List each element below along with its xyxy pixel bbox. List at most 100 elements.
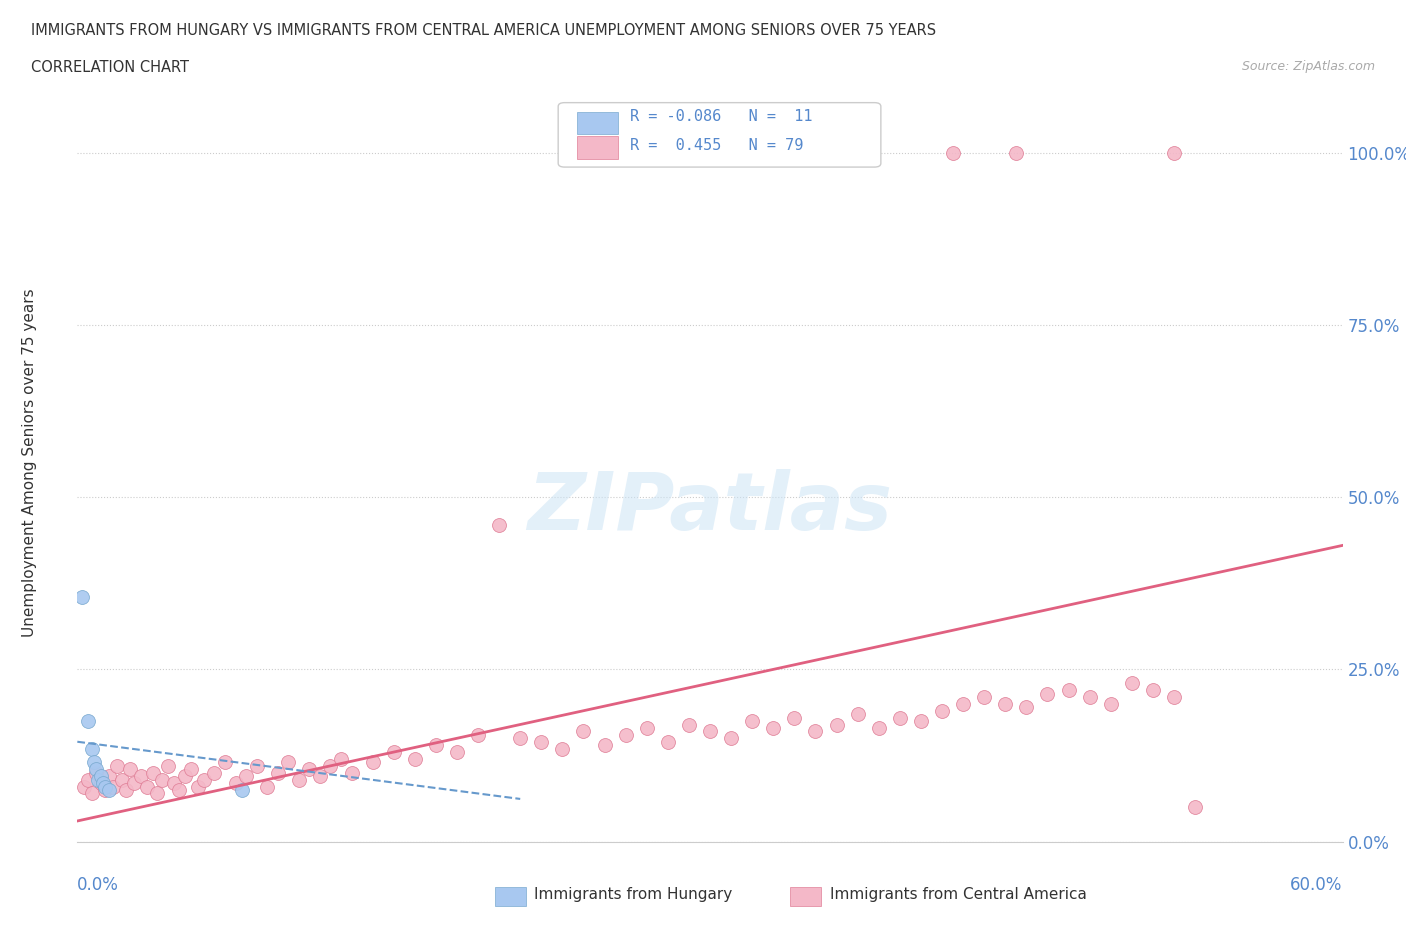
Point bbox=[593, 737, 616, 752]
Text: Unemployment Among Seniors over 75 years: Unemployment Among Seniors over 75 years bbox=[21, 288, 37, 637]
Point bbox=[1078, 689, 1101, 704]
Point bbox=[225, 776, 247, 790]
Point bbox=[86, 765, 108, 780]
Text: 0.0%: 0.0% bbox=[77, 876, 120, 894]
Point bbox=[636, 721, 658, 736]
Text: 60.0%: 60.0% bbox=[1291, 876, 1343, 894]
Point bbox=[82, 786, 104, 801]
Point bbox=[142, 765, 165, 780]
Point bbox=[889, 711, 911, 725]
Point bbox=[657, 735, 679, 750]
Text: R = -0.086   N =  11: R = -0.086 N = 11 bbox=[630, 109, 813, 124]
Point bbox=[82, 741, 104, 756]
Point bbox=[530, 735, 553, 750]
Point bbox=[846, 707, 869, 722]
Point bbox=[762, 721, 785, 736]
Point bbox=[73, 779, 96, 794]
Point bbox=[146, 786, 169, 801]
Point bbox=[87, 772, 110, 787]
Point bbox=[167, 782, 190, 797]
Point bbox=[163, 776, 186, 790]
Point bbox=[93, 779, 115, 794]
Point bbox=[193, 772, 215, 787]
Point bbox=[942, 145, 965, 160]
Point bbox=[382, 745, 405, 760]
Point bbox=[86, 762, 108, 777]
Point bbox=[509, 731, 531, 746]
Point bbox=[288, 772, 311, 787]
Point bbox=[720, 731, 742, 746]
Point bbox=[488, 517, 510, 532]
Point bbox=[404, 751, 426, 766]
Point bbox=[319, 759, 342, 774]
Point bbox=[1099, 697, 1122, 711]
Point bbox=[246, 759, 269, 774]
Point bbox=[446, 745, 468, 760]
Point bbox=[180, 762, 202, 777]
Point bbox=[93, 782, 115, 797]
Point bbox=[98, 782, 120, 797]
Point bbox=[103, 779, 124, 794]
Point bbox=[267, 765, 290, 780]
Point bbox=[204, 765, 226, 780]
Point bbox=[298, 762, 321, 777]
Bar bbox=[578, 136, 617, 159]
Point bbox=[1036, 686, 1059, 701]
Text: Immigrants from Hungary: Immigrants from Hungary bbox=[534, 887, 733, 902]
Point bbox=[98, 769, 120, 784]
Text: Immigrants from Central America: Immigrants from Central America bbox=[830, 887, 1087, 902]
Point bbox=[783, 711, 806, 725]
Point bbox=[107, 759, 129, 774]
Point bbox=[910, 713, 932, 728]
Text: CORRELATION CHART: CORRELATION CHART bbox=[31, 60, 188, 75]
Point bbox=[361, 755, 384, 770]
Point bbox=[1057, 683, 1080, 698]
Point bbox=[90, 776, 111, 790]
Point bbox=[174, 769, 197, 784]
Point bbox=[235, 769, 257, 784]
Point bbox=[340, 765, 363, 780]
Point bbox=[330, 751, 353, 766]
Point bbox=[256, 779, 278, 794]
Point bbox=[231, 782, 253, 797]
Text: Source: ZipAtlas.com: Source: ZipAtlas.com bbox=[1241, 60, 1375, 73]
Point bbox=[614, 727, 637, 742]
Point bbox=[467, 727, 489, 742]
Point bbox=[699, 724, 721, 738]
Point bbox=[572, 724, 595, 738]
Point bbox=[157, 759, 180, 774]
Point bbox=[1015, 700, 1038, 715]
Point bbox=[551, 741, 574, 756]
Point bbox=[277, 755, 299, 770]
Point bbox=[214, 755, 236, 770]
Point bbox=[90, 769, 111, 784]
Text: IMMIGRANTS FROM HUNGARY VS IMMIGRANTS FROM CENTRAL AMERICA UNEMPLOYMENT AMONG SE: IMMIGRANTS FROM HUNGARY VS IMMIGRANTS FR… bbox=[31, 23, 936, 38]
Point bbox=[309, 769, 332, 784]
Point bbox=[825, 717, 848, 732]
Point bbox=[931, 703, 953, 718]
Point bbox=[70, 590, 93, 604]
Point bbox=[115, 782, 138, 797]
Point bbox=[83, 755, 105, 770]
Point bbox=[425, 737, 447, 752]
Point bbox=[136, 779, 159, 794]
Point bbox=[973, 689, 995, 704]
Point bbox=[124, 776, 146, 790]
Point bbox=[678, 717, 700, 732]
Point bbox=[994, 697, 1017, 711]
Point bbox=[868, 721, 890, 736]
Text: ZIPatlas: ZIPatlas bbox=[527, 469, 893, 547]
Point bbox=[1163, 145, 1185, 160]
Point bbox=[952, 697, 974, 711]
Point bbox=[120, 762, 141, 777]
Text: R =  0.455   N = 79: R = 0.455 N = 79 bbox=[630, 138, 804, 153]
FancyBboxPatch shape bbox=[558, 102, 882, 167]
Point bbox=[150, 772, 173, 787]
Point bbox=[1163, 689, 1185, 704]
Point bbox=[1184, 800, 1206, 815]
Point bbox=[741, 713, 763, 728]
Point bbox=[1005, 145, 1028, 160]
Point bbox=[76, 772, 98, 787]
Point bbox=[111, 772, 132, 787]
Point bbox=[1121, 676, 1143, 691]
